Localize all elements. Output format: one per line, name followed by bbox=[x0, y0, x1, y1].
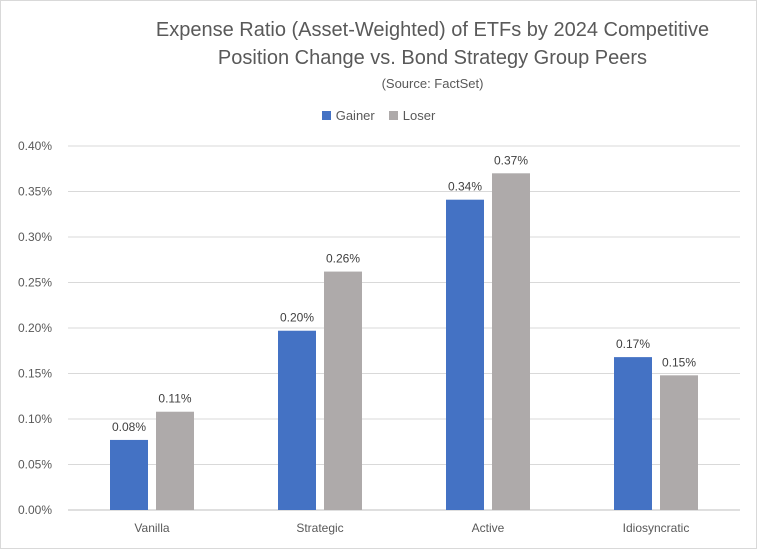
bar-loser bbox=[492, 173, 530, 511]
x-tick-label: Vanilla bbox=[134, 521, 169, 535]
y-tick-label: 0.35% bbox=[18, 185, 52, 199]
legend-swatch-gainer bbox=[321, 111, 331, 120]
chart-title-line-2: Position Change vs. Bond Strategy Group … bbox=[217, 47, 648, 69]
bar-gainer bbox=[278, 330, 316, 510]
legend-label-loser: Loser bbox=[402, 108, 436, 123]
legend-item-loser: Loser bbox=[388, 108, 436, 123]
y-tick-label: 0.20% bbox=[18, 321, 52, 335]
bar-loser bbox=[156, 411, 194, 510]
y-tick-label: 0.30% bbox=[18, 230, 52, 244]
y-tick-label: 0.15% bbox=[18, 367, 52, 381]
data-label: 0.34% bbox=[448, 180, 482, 194]
chart-legend: Gainer Loser bbox=[0, 108, 757, 123]
bar-gainer bbox=[110, 439, 148, 510]
bar-gainer bbox=[614, 357, 652, 510]
bar-loser bbox=[660, 375, 698, 510]
bar-gainer bbox=[446, 199, 484, 510]
y-tick-label: 0.05% bbox=[18, 458, 52, 472]
legend-swatch-loser bbox=[388, 111, 398, 120]
y-tick-label: 0.40% bbox=[18, 139, 52, 153]
legend-item-gainer: Gainer bbox=[321, 108, 375, 123]
chart-subtitle: (Source: FactSet) bbox=[381, 76, 484, 91]
bar-loser bbox=[324, 271, 362, 510]
legend-label-gainer: Gainer bbox=[335, 108, 375, 123]
data-label: 0.37% bbox=[494, 153, 528, 167]
chart-title-line-1: Expense Ratio (Asset-Weighted) of ETFs b… bbox=[155, 19, 710, 41]
y-tick-label: 0.00% bbox=[18, 503, 52, 517]
data-label: 0.15% bbox=[662, 355, 696, 369]
x-tick-label: Idiosyncratic bbox=[623, 521, 690, 535]
y-tick-label: 0.25% bbox=[18, 276, 52, 290]
y-tick-label: 0.10% bbox=[18, 412, 52, 426]
x-tick-label: Active bbox=[472, 521, 505, 535]
data-label: 0.20% bbox=[280, 311, 314, 325]
data-label: 0.11% bbox=[158, 392, 191, 406]
data-label: 0.17% bbox=[616, 337, 650, 351]
data-label: 0.26% bbox=[326, 252, 360, 266]
x-tick-label: Strategic bbox=[296, 521, 343, 535]
data-label: 0.08% bbox=[112, 420, 146, 434]
